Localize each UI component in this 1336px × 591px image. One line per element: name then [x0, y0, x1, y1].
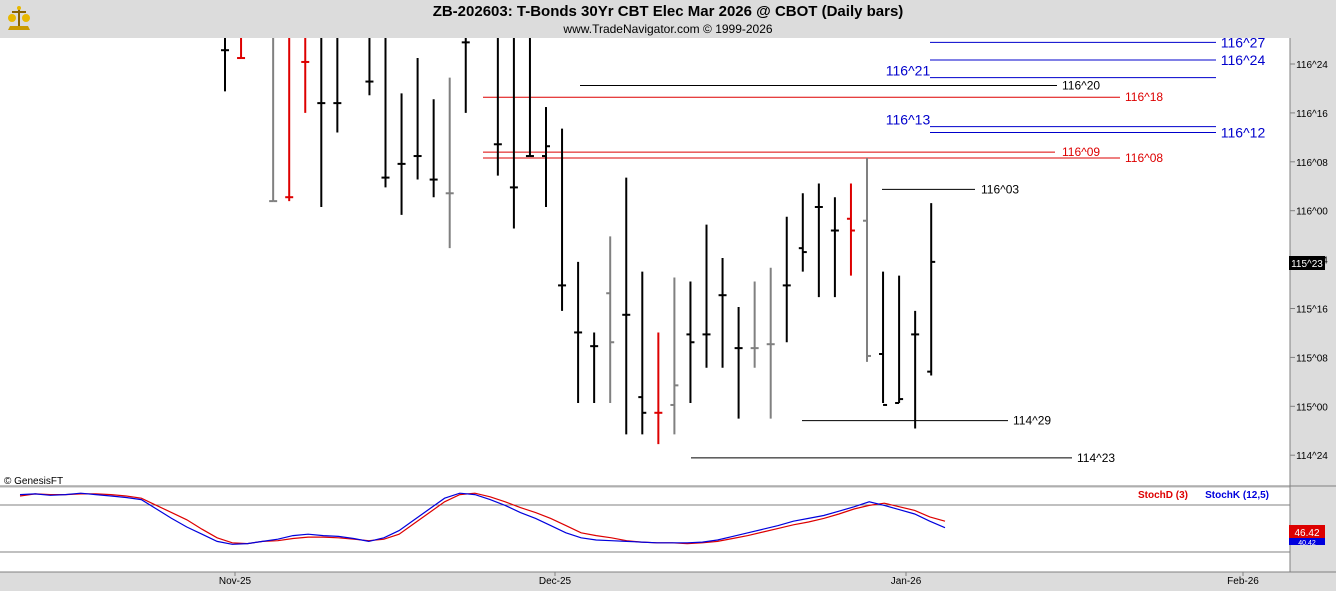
level-label: 116^08	[1125, 151, 1163, 165]
date-tick-label: Nov-25	[219, 576, 252, 587]
price-tick-label: 116^08	[1296, 158, 1328, 169]
price-tick-label: 116^00	[1296, 207, 1328, 218]
level-label: 114^29	[1013, 414, 1051, 428]
level-label: 116^20	[1062, 78, 1100, 92]
price-bars	[221, 38, 936, 445]
stoch-line	[19, 492, 946, 545]
stoch-d-value-box	[1289, 525, 1325, 538]
level-label: 116^27	[1221, 34, 1266, 50]
last-price-box	[1289, 256, 1325, 270]
level-label: 116^21	[886, 63, 931, 79]
stoch-k-legend: StochK (12,5)	[1205, 490, 1269, 501]
stoch-k-value: 40.42	[1298, 540, 1316, 547]
stoch-k-value-box	[1289, 538, 1325, 545]
price-plot-area	[0, 38, 1290, 486]
stoch-line	[19, 492, 946, 545]
support-resistance-levels: 116^27 116^24 116^21 116^20 116^18 116^13 116^…	[483, 34, 1265, 465]
stoch-d-legend: StochD (3)	[1138, 490, 1188, 501]
chart-title: ZB-202603: T-Bonds 30Yr CBT Elec Mar 202…	[432, 3, 904, 20]
date-tick-label: Feb-26	[1227, 576, 1259, 587]
chart-header: ZB-202603: T-Bonds 30Yr CBT Elec Mar 202…	[0, 0, 1336, 38]
price-tick-label: 116^16	[1296, 109, 1328, 120]
level-label: 116^13	[886, 112, 931, 128]
level-label: 116^09	[1062, 145, 1100, 159]
price-tick-label: 114^24	[1296, 451, 1328, 462]
date-tick-label: Jan-26	[891, 576, 922, 587]
stoch-plot-area	[0, 488, 1290, 572]
trade-navigator-logo-icon	[8, 6, 30, 30]
price-tick-label: 116^24	[1296, 60, 1328, 71]
price-tick-label: 115^16	[1296, 305, 1328, 316]
date-tick-label: Dec-25	[539, 576, 572, 587]
level-label: 116^12	[1221, 125, 1266, 141]
level-label: 114^23	[1077, 451, 1115, 465]
stoch-d-value: 46.42	[1294, 528, 1319, 539]
price-tick-label: 115^08	[1296, 353, 1328, 364]
watermark: © GenesisFT	[4, 476, 63, 487]
price-tick-label: 115^00	[1296, 402, 1328, 413]
date-axis-ticks: Nov-25 Dec-25 Jan-26 Feb-26	[219, 572, 1259, 587]
level-label: 116^24	[1221, 52, 1266, 68]
chart-subtitle: www.TradeNavigator.com © 1999-2026	[563, 22, 773, 36]
stochastic-lines	[19, 492, 946, 545]
level-label: 116^03	[981, 182, 1019, 196]
level-label: 116^18	[1125, 90, 1163, 104]
last-price-label: 115^23	[1291, 259, 1323, 270]
